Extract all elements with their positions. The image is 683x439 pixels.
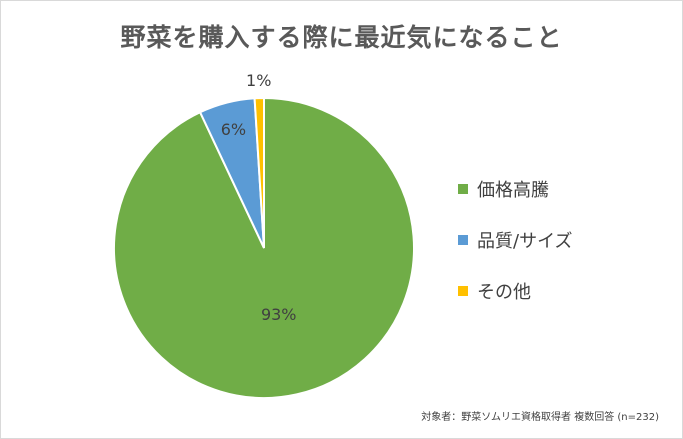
legend-item-price: 価格高騰 xyxy=(458,176,573,202)
data-label-price: 93% xyxy=(261,305,297,324)
data-label-other: 1% xyxy=(246,71,271,90)
chart-footnote: 対象者：野菜ソムリエ資格取得者 複数回答 (n=232) xyxy=(421,412,659,423)
chart-title: 野菜を購入する際に最近気になること xyxy=(120,23,563,52)
legend-swatch-other xyxy=(458,286,468,296)
legend-label-other: その他 xyxy=(477,282,531,303)
data-label-quality: 6% xyxy=(221,120,246,139)
legend-item-other: その他 xyxy=(458,278,573,304)
pie-slice-other xyxy=(253,96,265,249)
legend-item-quality: 品質/サイズ xyxy=(458,227,573,253)
legend: 価格高騰 品質/サイズ その他 xyxy=(458,176,573,329)
legend-swatch-quality xyxy=(458,235,468,245)
legend-label-quality: 品質/サイズ xyxy=(477,231,573,252)
legend-label-price: 価格高騰 xyxy=(477,180,549,201)
legend-swatch-price xyxy=(458,184,468,194)
